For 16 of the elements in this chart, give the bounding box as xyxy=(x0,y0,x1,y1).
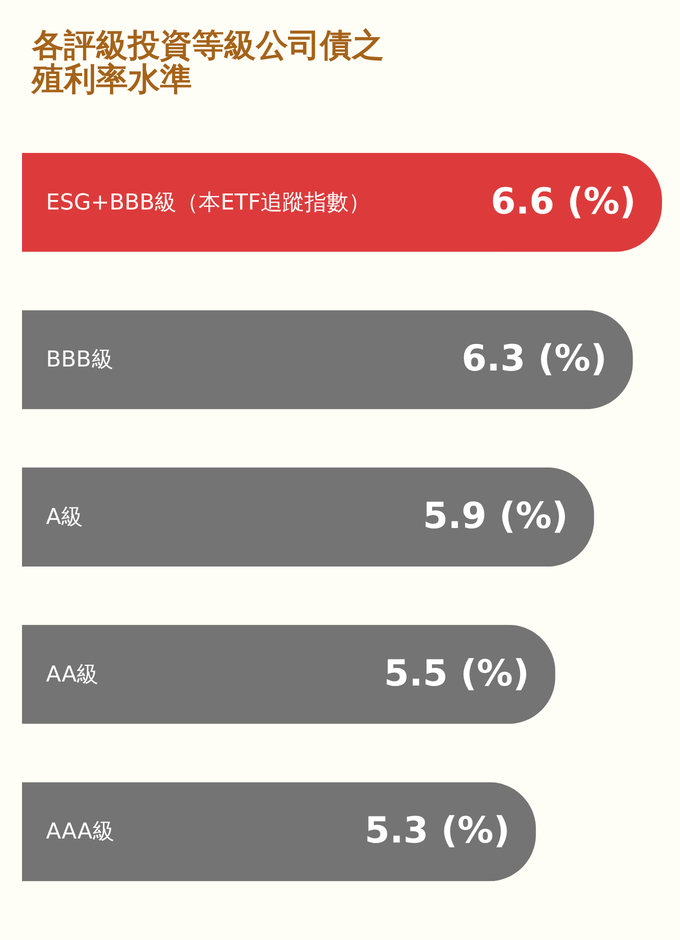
bar xyxy=(22,152,662,252)
data-label: 5.9 (%) xyxy=(422,496,568,537)
bar xyxy=(22,624,556,724)
bar xyxy=(22,467,594,567)
y-tick-label: AAA級 xyxy=(46,820,114,845)
y-tick-label: ESG+BBB級（本ETF追蹤指數） xyxy=(46,190,371,216)
bar xyxy=(22,782,536,882)
y-tick-label: A級 xyxy=(46,505,84,530)
y-tick-label: AA級 xyxy=(46,662,99,688)
data-label: 5.5 (%) xyxy=(384,653,530,694)
data-label: 5.3 (%) xyxy=(364,810,510,852)
bar xyxy=(22,310,633,410)
chart-title: 各評級投資等級公司債之殖利率水準 xyxy=(31,26,384,98)
y-tick-label: BBB級 xyxy=(46,348,114,373)
data-label: 6.3 (%) xyxy=(462,338,607,380)
data-label: 6.6 (%) xyxy=(490,181,636,222)
